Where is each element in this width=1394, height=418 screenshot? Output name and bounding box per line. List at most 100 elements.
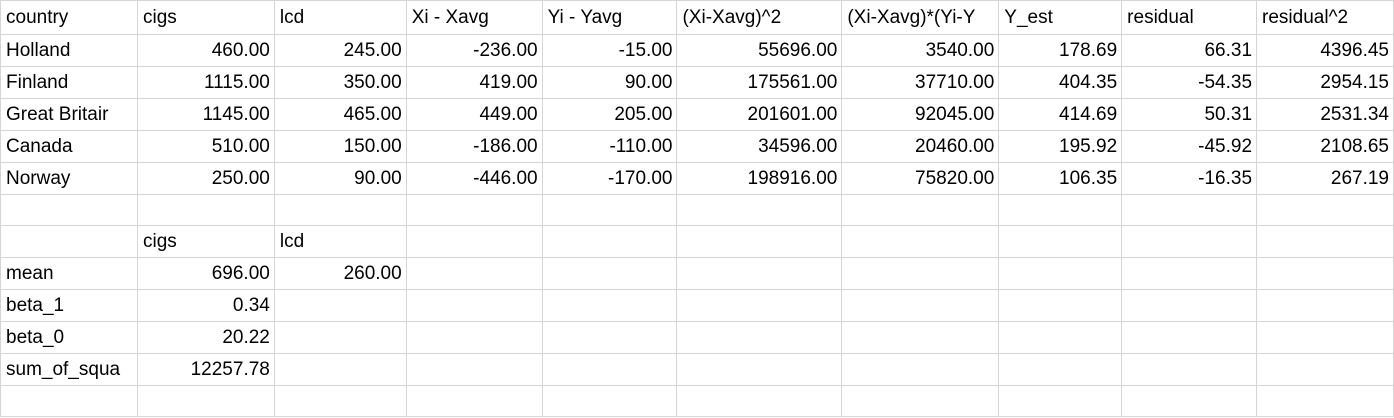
header-cell-country[interactable]: country xyxy=(0,0,138,35)
cell[interactable] xyxy=(841,353,1000,386)
cell[interactable] xyxy=(273,385,407,417)
cell[interactable] xyxy=(841,321,1000,354)
cell[interactable]: 198916.00 xyxy=(676,162,843,195)
cell[interactable]: 37710.00 xyxy=(841,66,1000,99)
cell[interactable] xyxy=(541,194,678,226)
cell[interactable] xyxy=(405,385,543,417)
cell[interactable]: 267.19 xyxy=(1256,162,1394,195)
cell[interactable]: 20460.00 xyxy=(841,130,1000,163)
header-cell-x-dev[interactable]: Xi - Xavg xyxy=(405,0,543,35)
cell[interactable]: Norway xyxy=(0,162,138,195)
cell[interactable]: 106.35 xyxy=(998,162,1123,195)
cell[interactable]: Canada xyxy=(0,130,138,163)
cell[interactable] xyxy=(405,321,543,354)
cell[interactable]: 205.00 xyxy=(541,98,678,131)
cell[interactable]: -45.92 xyxy=(1121,130,1258,163)
cell[interactable] xyxy=(676,194,843,226)
cell[interactable] xyxy=(841,385,1000,417)
cell[interactable] xyxy=(1256,194,1394,226)
cell[interactable] xyxy=(841,289,1000,322)
cell[interactable]: 465.00 xyxy=(273,98,407,131)
cell[interactable] xyxy=(998,225,1123,258)
cell[interactable]: Great Britair xyxy=(0,98,138,131)
summary-label[interactable]: beta_0 xyxy=(0,321,138,354)
cell[interactable] xyxy=(1121,385,1258,417)
cell[interactable] xyxy=(841,257,1000,290)
cell[interactable] xyxy=(541,225,678,258)
cell[interactable]: 75820.00 xyxy=(841,162,1000,195)
cell[interactable] xyxy=(0,385,138,417)
cell[interactable]: -54.35 xyxy=(1121,66,1258,99)
summary-value[interactable] xyxy=(273,289,407,322)
cell[interactable] xyxy=(1256,385,1394,417)
cell[interactable]: 4396.45 xyxy=(1256,34,1394,67)
cell[interactable] xyxy=(1121,289,1258,322)
cell[interactable] xyxy=(676,353,843,386)
cell[interactable] xyxy=(541,289,678,322)
cell[interactable]: 90.00 xyxy=(541,66,678,99)
cell[interactable] xyxy=(0,225,138,258)
cell[interactable]: 2954.15 xyxy=(1256,66,1394,99)
cell[interactable] xyxy=(1256,225,1394,258)
cell[interactable] xyxy=(273,194,407,226)
cell[interactable] xyxy=(1121,194,1258,226)
cell[interactable]: 178.69 xyxy=(998,34,1123,67)
cell[interactable] xyxy=(1256,353,1394,386)
header-cell-y-est[interactable]: Y_est xyxy=(998,0,1123,35)
summary-value[interactable]: 12257.78 xyxy=(136,353,275,386)
cell[interactable] xyxy=(676,289,843,322)
cell[interactable]: 2108.65 xyxy=(1256,130,1394,163)
cell[interactable]: 175561.00 xyxy=(676,66,843,99)
summary-value[interactable]: 20.22 xyxy=(136,321,275,354)
cell[interactable]: 245.00 xyxy=(273,34,407,67)
header-cell-cigs[interactable]: cigs xyxy=(136,0,275,35)
summary-value[interactable]: 260.00 xyxy=(273,257,407,290)
cell[interactable]: 34596.00 xyxy=(676,130,843,163)
cell[interactable] xyxy=(541,257,678,290)
summary-value[interactable] xyxy=(273,321,407,354)
cell[interactable] xyxy=(676,321,843,354)
cell[interactable] xyxy=(676,225,843,258)
cell[interactable]: 510.00 xyxy=(136,130,275,163)
cell[interactable] xyxy=(998,194,1123,226)
header-cell-x-dev-sq[interactable]: (Xi-Xavg)^2 xyxy=(676,0,843,35)
cell[interactable] xyxy=(405,194,543,226)
cell[interactable] xyxy=(0,194,138,226)
summary-label[interactable]: mean xyxy=(0,257,138,290)
cell[interactable]: -446.00 xyxy=(405,162,543,195)
cell[interactable] xyxy=(1256,257,1394,290)
cell[interactable] xyxy=(998,385,1123,417)
cell[interactable]: 414.69 xyxy=(998,98,1123,131)
cell[interactable] xyxy=(1121,353,1258,386)
cell[interactable] xyxy=(676,257,843,290)
cell[interactable] xyxy=(405,257,543,290)
cell[interactable] xyxy=(1121,257,1258,290)
cell[interactable]: 150.00 xyxy=(273,130,407,163)
cell[interactable]: 55696.00 xyxy=(676,34,843,67)
summary-value[interactable] xyxy=(273,353,407,386)
cell[interactable]: -15.00 xyxy=(541,34,678,67)
cell[interactable]: -110.00 xyxy=(541,130,678,163)
cell[interactable]: Finland xyxy=(0,66,138,99)
summary-value[interactable]: 0.34 xyxy=(136,289,275,322)
cell[interactable] xyxy=(998,353,1123,386)
cell[interactable] xyxy=(405,289,543,322)
cell[interactable] xyxy=(405,225,543,258)
cell[interactable]: 201601.00 xyxy=(676,98,843,131)
cell[interactable] xyxy=(841,194,1000,226)
cell[interactable]: 92045.00 xyxy=(841,98,1000,131)
cell[interactable]: 1115.00 xyxy=(136,66,275,99)
cell[interactable]: 50.31 xyxy=(1121,98,1258,131)
cell[interactable] xyxy=(541,321,678,354)
cell[interactable] xyxy=(676,385,843,417)
cell[interactable] xyxy=(541,353,678,386)
summary-header-lcd[interactable]: lcd xyxy=(273,225,407,258)
cell[interactable] xyxy=(405,353,543,386)
summary-value[interactable]: 696.00 xyxy=(136,257,275,290)
cell[interactable] xyxy=(1256,321,1394,354)
summary-label[interactable]: beta_1 xyxy=(0,289,138,322)
cell[interactable]: 90.00 xyxy=(273,162,407,195)
header-cell-residual-sq[interactable]: residual^2 xyxy=(1256,0,1394,35)
cell[interactable]: 350.00 xyxy=(273,66,407,99)
cell[interactable]: -16.35 xyxy=(1121,162,1258,195)
